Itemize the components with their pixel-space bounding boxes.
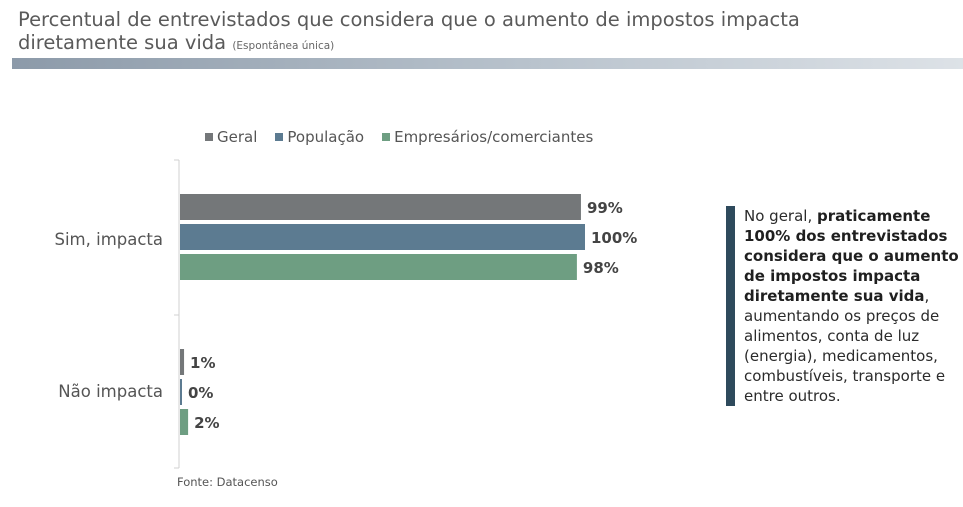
note-text-start: No geral, bbox=[744, 207, 817, 225]
bar bbox=[180, 224, 585, 250]
chart-title: Percentual de entrevistados que consider… bbox=[18, 8, 800, 58]
title-underline-bar bbox=[12, 58, 963, 69]
data-label: 2% bbox=[194, 414, 219, 432]
data-label: 99% bbox=[587, 199, 623, 217]
title-line-1: Percentual de entrevistados que consider… bbox=[18, 8, 800, 31]
legend-label-empresarios: Empresários/comerciantes bbox=[394, 128, 594, 146]
category-label: Não impacta bbox=[58, 382, 163, 401]
category-label: Sim, impacta bbox=[54, 230, 163, 249]
bar bbox=[180, 194, 581, 220]
note-text-end: , aumentando os preços de alimentos, con… bbox=[744, 287, 946, 405]
title-line-2: diretamente sua vida (Espontânea única) bbox=[18, 31, 800, 58]
data-label: 98% bbox=[583, 259, 619, 277]
legend-item-empresarios: Empresários/comerciantes bbox=[382, 128, 593, 146]
source-note: Fonte: Datacenso bbox=[177, 475, 278, 489]
legend-swatch-geral bbox=[205, 133, 213, 141]
legend-label-geral: Geral bbox=[217, 128, 258, 146]
data-label: 1% bbox=[190, 354, 215, 372]
legend-item-geral: Geral bbox=[205, 128, 257, 146]
legend-swatch-populacao bbox=[275, 133, 284, 141]
legend-label-populacao: População bbox=[287, 128, 365, 146]
legend-item-populacao: População bbox=[275, 128, 364, 146]
legend-swatch-empresarios bbox=[382, 133, 391, 141]
subtitle: (Espontânea única) bbox=[232, 40, 335, 52]
bar bbox=[180, 379, 182, 405]
bar bbox=[180, 254, 577, 280]
data-label: 0% bbox=[188, 384, 213, 402]
title-line-2-text: diretamente sua vida bbox=[18, 31, 227, 54]
chart-legend: Geral População Empresários/comerciantes bbox=[205, 128, 593, 146]
bar bbox=[180, 409, 189, 435]
bar bbox=[180, 349, 185, 375]
note-text-bold: praticamente 100% dos entrevistados cons… bbox=[744, 207, 959, 305]
data-label: 100% bbox=[591, 229, 637, 247]
summary-note: No geral, praticamente 100% dos entrevis… bbox=[726, 206, 963, 406]
